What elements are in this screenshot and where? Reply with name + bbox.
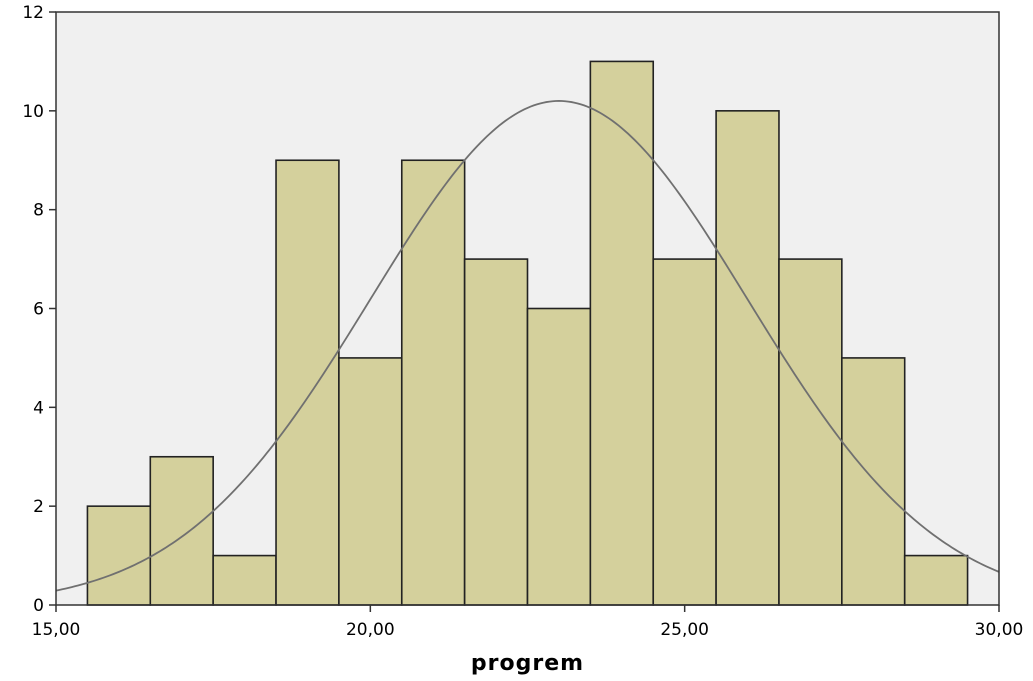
x-tick-label-3: 25,00 <box>660 620 709 640</box>
x-tick-label-2: 20,00 <box>346 620 395 640</box>
histogram-bar-6 <box>400 159 466 606</box>
x-tick-label-1: 15,00 <box>32 620 81 640</box>
histogram-bar-3 <box>212 554 277 606</box>
histogram-bar-2 <box>149 455 214 606</box>
histogram-bar-14 <box>903 554 969 606</box>
y-tick-label-5: 8 <box>33 201 44 221</box>
y-tick-label-2: 2 <box>33 497 44 517</box>
histogram-bar-7 <box>463 258 529 606</box>
y-axis: 0 2 4 6 8 10 12 <box>22 3 56 616</box>
x-tick-label-4: 30,00 <box>975 620 1024 640</box>
histogram-bars <box>86 60 969 606</box>
histogram-bar-9 <box>589 60 655 606</box>
histogram-bar-11 <box>715 110 780 606</box>
y-tick-label-4: 6 <box>33 300 44 320</box>
histogram-bar-8 <box>526 307 592 606</box>
histogram-bar-12 <box>778 258 843 606</box>
normal-curve <box>55 100 1000 592</box>
x-axis-title: progrem <box>471 651 584 676</box>
histogram-bar-1 <box>86 505 152 606</box>
y-tick-label-6: 10 <box>22 102 44 122</box>
histogram-bar-10 <box>652 258 717 606</box>
x-axis: 15,00 20,00 25,00 30,00 <box>32 605 1024 640</box>
histogram-bar-13 <box>841 357 906 606</box>
histogram-bar-5 <box>338 357 403 606</box>
y-tick-label-1: 0 <box>33 596 44 616</box>
histogram-bar-4 <box>275 159 340 606</box>
y-tick-label-7: 12 <box>22 3 44 23</box>
y-tick-label-3: 4 <box>33 398 44 418</box>
